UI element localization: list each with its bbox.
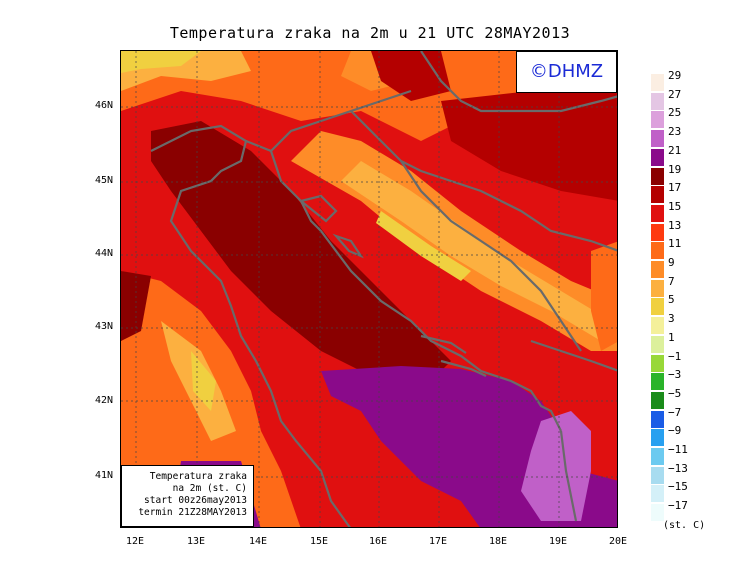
legend-swatch — [651, 354, 664, 372]
legend-label: 23 — [668, 125, 682, 139]
north-border — [420, 51, 617, 113]
x-tick-label: 19E — [548, 536, 568, 547]
info-box: Temperatura zraka na 2m (st. C) start 00… — [121, 465, 254, 527]
north-warm-patch — [371, 51, 451, 101]
y-tick-label: 42N — [95, 395, 114, 406]
x-tick-label: 15E — [309, 536, 329, 547]
legend-label: 15 — [668, 199, 682, 213]
legend-swatch — [651, 448, 664, 465]
map-title: Temperatura zraka na 2m u 21 UTC 28MAY20… — [169, 24, 571, 42]
legend-label: 21 — [668, 143, 682, 157]
legend-label: −13 — [668, 461, 688, 475]
legend-unit: (st. C) — [663, 520, 706, 531]
legend-label: 7 — [668, 274, 675, 288]
temperature-map — [120, 50, 618, 528]
albania-coastline — [559, 430, 578, 522]
legend-label: −5 — [668, 386, 682, 400]
legend-swatch — [651, 373, 664, 391]
dinaric-cold-spot — [376, 211, 471, 281]
x-tick-label: 13E — [186, 536, 206, 547]
info-line-unit: na 2m (st. C) — [172, 483, 247, 494]
legend-swatch — [651, 148, 664, 166]
legend-swatch — [651, 92, 664, 110]
legend-label: 29 — [668, 69, 682, 82]
legend-swatch — [651, 167, 664, 185]
y-tick-label: 44N — [95, 248, 114, 259]
adriatic-warm — [151, 121, 451, 381]
x-tick-label: 20E — [608, 536, 628, 547]
croatia-bosnia-border — [350, 110, 617, 252]
legend-label: −7 — [668, 405, 682, 419]
legend-label: −3 — [668, 368, 682, 382]
krk-island — [298, 194, 338, 223]
dhmz-logo: ©DHMZ — [516, 51, 617, 93]
legend-swatch — [651, 429, 664, 447]
legend-swatch — [651, 335, 664, 353]
legend-label: 25 — [668, 106, 682, 120]
legend-label: −15 — [668, 480, 688, 494]
legend-label: 1 — [668, 330, 675, 344]
legend-label: 9 — [668, 256, 675, 269]
legend-label: −11 — [668, 443, 688, 456]
x-tick-label: 12E — [125, 536, 145, 547]
north-west-cold-patch — [121, 51, 201, 73]
south-adriatic-light-purple — [521, 411, 591, 521]
legend-swatch — [651, 261, 664, 278]
legend-swatch — [651, 223, 664, 241]
y-tick-label: 43N — [95, 321, 114, 332]
legend-swatch — [651, 504, 664, 522]
italian-coastline — [150, 124, 351, 527]
legend-swatch — [651, 317, 664, 335]
legend-label: 19 — [668, 162, 682, 176]
info-line-title: Temperatura zraka — [149, 471, 247, 482]
legend-label: 11 — [668, 237, 682, 251]
legend-label: 5 — [668, 293, 675, 307]
legend-swatch — [651, 466, 664, 484]
x-tick-label: 18E — [488, 536, 508, 547]
temperature-field-svg — [121, 51, 617, 527]
legend-swatch — [651, 74, 664, 91]
legend-label: 27 — [668, 87, 682, 101]
legend-swatch — [651, 485, 664, 503]
legend-swatch — [651, 130, 664, 148]
legend-label: −1 — [668, 349, 682, 363]
x-tick-label: 17E — [428, 536, 448, 547]
x-tick-label: 16E — [368, 536, 388, 547]
east-balkan-band — [591, 241, 617, 351]
montenegro-border — [530, 339, 617, 372]
legend-swatch — [651, 204, 664, 222]
y-tick-label: 41N — [95, 470, 114, 481]
info-line-termin: termin 21Z28MAY2013 — [138, 507, 247, 518]
coastlines — [150, 51, 617, 527]
hvar-island — [420, 334, 467, 354]
legend-label: −17 — [668, 499, 688, 513]
legend-swatch — [651, 410, 664, 428]
bosnia-inner-border — [400, 160, 582, 352]
legend-swatch — [651, 279, 664, 297]
y-tick-label: 46N — [95, 100, 114, 111]
legend-swatch — [651, 391, 664, 409]
croatian-coastline — [245, 139, 562, 432]
north-cool-band — [121, 51, 617, 141]
legend-swatch — [651, 111, 664, 129]
legend-label: 13 — [668, 218, 682, 232]
info-line-start: start 00z26may2013 — [144, 495, 247, 506]
legend-label: 17 — [668, 181, 682, 195]
legend-label: 3 — [668, 312, 675, 326]
legend-label: −9 — [668, 424, 682, 438]
pag-island — [332, 233, 364, 259]
legend-swatch — [651, 186, 664, 204]
legend-swatch — [651, 298, 664, 316]
slovenia-border — [270, 89, 412, 152]
y-tick-label: 45N — [95, 175, 114, 186]
legend-swatch — [651, 242, 664, 260]
x-tick-label: 14E — [248, 536, 268, 547]
korcula-island — [440, 359, 487, 377]
graticule — [121, 51, 617, 527]
